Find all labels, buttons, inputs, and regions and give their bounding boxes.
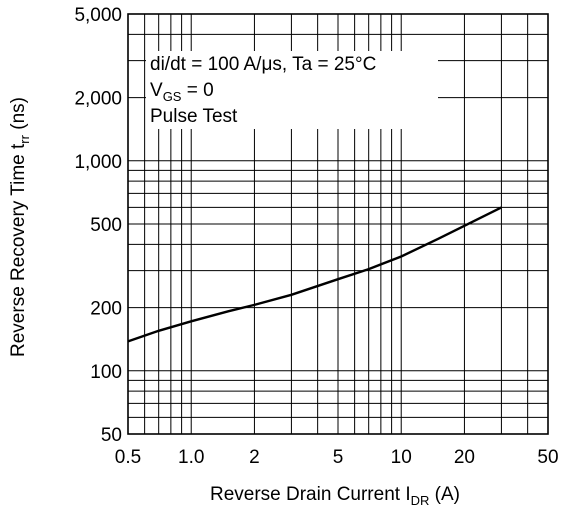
x-tick-labels: 0.5 1.0 2 5 10 20 50 [115, 447, 559, 468]
plot-frame [127, 13, 549, 435]
x-tick-label: 20 [454, 447, 475, 468]
y-tick-label: 5,000 [74, 5, 122, 26]
y-tick-label: 500 [90, 215, 122, 236]
x-axis-label: Reverse Drain Current IDR (A) [210, 484, 460, 508]
annotation-background [146, 51, 438, 129]
y-tick-label: 50 [101, 425, 122, 446]
y-tick-label: 100 [90, 362, 122, 383]
y-axis-label: Reverse Recovery Time trr (ns) [8, 97, 32, 357]
x-tick-label: 50 [537, 447, 558, 468]
annotation-line1: di/dt = 100 A/μs, Ta = 25°C [150, 54, 376, 75]
y-tick-label: 1,000 [74, 152, 122, 173]
annotation-box: di/dt = 100 A/μs, Ta = 25°C VGS = 0 Puls… [146, 51, 438, 129]
y-tick-labels: 50 100 200 500 1,000 2,000 5,000 [74, 5, 122, 446]
annotation-line3: Pulse Test [150, 106, 238, 127]
x-tick-label: 0.5 [115, 447, 141, 468]
x-tick-label: 2 [249, 447, 260, 468]
x-tick-label: 1.0 [178, 447, 204, 468]
x-tick-label: 10 [391, 447, 412, 468]
x-tick-label: 5 [333, 447, 344, 468]
trr-curve [127, 206, 502, 343]
annotation-line2: VGS = 0 [150, 80, 214, 104]
y-tick-label: 2,000 [74, 89, 122, 110]
y-tick-label: 200 [90, 299, 122, 320]
